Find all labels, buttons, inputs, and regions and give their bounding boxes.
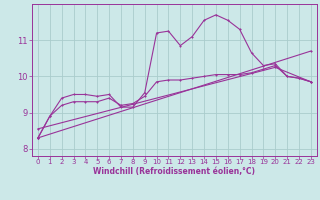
X-axis label: Windchill (Refroidissement éolien,°C): Windchill (Refroidissement éolien,°C) [93,167,255,176]
